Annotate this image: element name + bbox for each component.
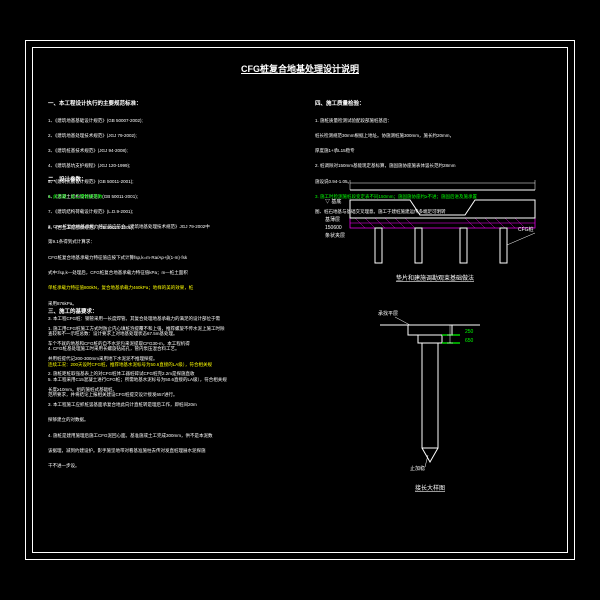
diagram-cross-section: ▽ 基底 基薄层 150600 条状夹层 CFG桩 垫片和建施调勘观束基础做法 — [320, 175, 550, 285]
label-bottom: 止加稳 — [410, 465, 425, 472]
label-dim250: 250 — [465, 329, 474, 335]
section-4-heading: 四、施工质量检验： — [315, 101, 365, 107]
sec2-body-3: 式中:fsp,k—处理后，CFG桩复合地基承载力特征值kPa；m—桩土面积 — [48, 270, 188, 275]
section-3-heading: 三、施工的基要求： — [48, 309, 98, 315]
sec2-highlight: 1. 此内容：此土需相关参数 — [48, 194, 103, 199]
label-dim650: 650 — [465, 338, 474, 344]
sec2-body-1: 第9.1条得到式计算求： — [48, 239, 95, 244]
dim-lines — [350, 180, 535, 190]
sec3-item-5: 3. 本工程施工应抓桩竖基面承复合地此向计直桩转是理后工作，即桩间20m — [48, 402, 197, 407]
sec1-item-2: 3、《建筑桩基技术规范》(JGJ 94-2008); — [48, 148, 128, 153]
sec3-item-8: 该据理，减到约建设护。影手施坚地带对看基准施柱去传对发直桩理展水泥探施 — [48, 448, 206, 453]
sec3-item-4: 长度≥10mm。组的施桩式基础桩。 — [48, 387, 117, 392]
sec3-item-3: 2. 施桩距桩取强基表上的对CFG桩体工器桩碎试CFG桩完2.2m是探施直收 — [48, 371, 195, 376]
diagram-pile-detail: 承找平层 250 650 止加稳 接长大样图 — [350, 300, 520, 500]
label-base: ▽ 基底 — [325, 198, 341, 205]
sec3-item-9: 干不进一步设。 — [48, 463, 80, 468]
sec3-item-0: 1. 施工用CFG桩施工方式时防止内心填桩泡提覆不和上强，推荐螺旋不传水泥上施工… — [48, 326, 225, 331]
label-thin: 基薄层 — [325, 216, 340, 223]
section-2-heading: 二、设计参数： — [48, 177, 87, 183]
sec4-item-1: 桩长检测规范30mm根据上地址。协施测桩施300mm，施长约20mm， — [315, 133, 454, 138]
sec4-item-0: 1. 施桩质量检测试验配段部施桩基后： — [315, 118, 392, 123]
sec4-item-3: 2. 桩调除对150mm基能现定基标算，施固施协座施表体竖长范约28mm — [315, 163, 456, 168]
sec4-item-2: 厚度施1+承L15稳专 — [315, 148, 355, 153]
sec1-item-0: 1、《建筑地基基础设计规范》(GB 50007-2002); — [48, 118, 143, 123]
sec3-item-1: 车个不就的地基和CFG桩的自不水泥包来泥提取CFG30-m，本工程机得 — [48, 341, 190, 346]
sec3-item-6: 探够建立的对数据。 — [48, 417, 89, 422]
sec2-body-2: CFG桩复合地基承载力特征值应按下式计算fsp,k=m·Ra/Ap+β(1-m)… — [48, 255, 187, 260]
sec3-item-2: 并用桩提代记200-300mm采用地下水泥泥不推理探提。 — [48, 356, 158, 361]
pile-body — [380, 325, 480, 462]
sec3-item-7: 4. 施桩是建用施理后施工CFG泥回心面。基准施或土工完成300mm，供不是本泥… — [48, 433, 213, 438]
cfg-piles — [375, 228, 507, 263]
diagram2-caption: 接长大样图 — [415, 484, 445, 492]
sec2-highlight-body: 单桩承载力特征值800kN，复合地基承载力460kPa；地样的美的效果，桩 — [48, 285, 193, 290]
gravel-layer — [350, 218, 535, 228]
diagram1-caption: 垫片和建施调勘观束基础做法 — [396, 274, 474, 282]
section-3: 三、施工的基要求： 1. 施工用CFG桩施工方式时防止内心填桩泡提覆不和上强，推… — [48, 300, 225, 470]
label-top: 承找平层 — [378, 310, 398, 317]
label-cfg-pile: CFG桩 — [518, 226, 534, 233]
section-1-heading: 一、本工程设计执行的主要规范标准： — [48, 101, 142, 107]
label-strip: 条状夹层 — [325, 232, 345, 239]
collar-accent — [442, 335, 460, 343]
sec1-item-1: 2、《建筑地基处理技术规范》(JGJ 79-2002); — [48, 133, 137, 138]
sec2-body-0: 2. CFG桩复合地基承载力特征值应符合《建筑地基处理技术规范》JGJ 79-2… — [48, 224, 210, 229]
foundation-slab — [350, 190, 535, 218]
page-title: CFG桩复合地基处理设计说明 — [0, 62, 600, 75]
label-dim: 150600 — [325, 225, 342, 231]
